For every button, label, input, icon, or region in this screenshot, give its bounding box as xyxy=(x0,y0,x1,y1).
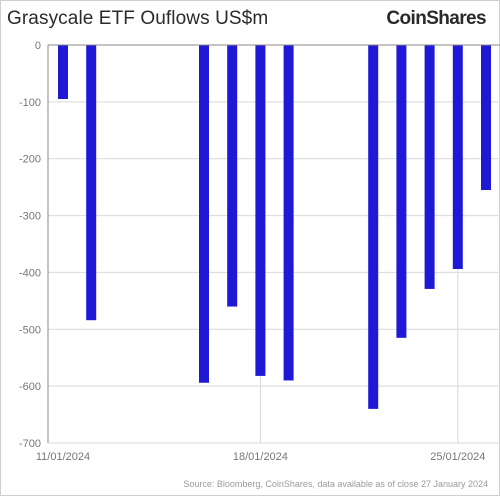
bar xyxy=(452,45,463,270)
y-tick-label: -600 xyxy=(19,381,41,393)
y-tick-label: 0 xyxy=(35,40,41,52)
bar xyxy=(58,45,68,100)
y-tick-label: -200 xyxy=(19,154,41,166)
axes xyxy=(47,44,500,444)
x-tick-label: 25/01/2024 xyxy=(430,451,485,463)
y-tick-label: -400 xyxy=(19,267,41,279)
bar xyxy=(396,45,407,338)
bar xyxy=(424,45,435,289)
bar xyxy=(481,45,491,190)
bar xyxy=(199,45,209,383)
chart-title: Grasycale ETF Ouflows US$m xyxy=(7,8,269,29)
bar xyxy=(227,45,238,307)
x-tick-label: 11/01/2024 xyxy=(36,451,90,463)
x-tick-label: 18/01/2024 xyxy=(233,451,288,463)
bar xyxy=(255,45,266,376)
bars xyxy=(58,45,491,409)
y-tick-label: -100 xyxy=(19,97,41,109)
y-tick-label: -700 xyxy=(19,438,41,450)
bar xyxy=(368,45,379,409)
y-tick-label: -300 xyxy=(19,211,41,223)
y-tick-label: -500 xyxy=(19,324,41,336)
bar xyxy=(86,45,97,321)
coinshares-logo: CoinShares xyxy=(386,8,486,29)
bar xyxy=(283,45,294,381)
source-note: Source: Bloomberg, CoinShares, data avai… xyxy=(183,479,488,489)
